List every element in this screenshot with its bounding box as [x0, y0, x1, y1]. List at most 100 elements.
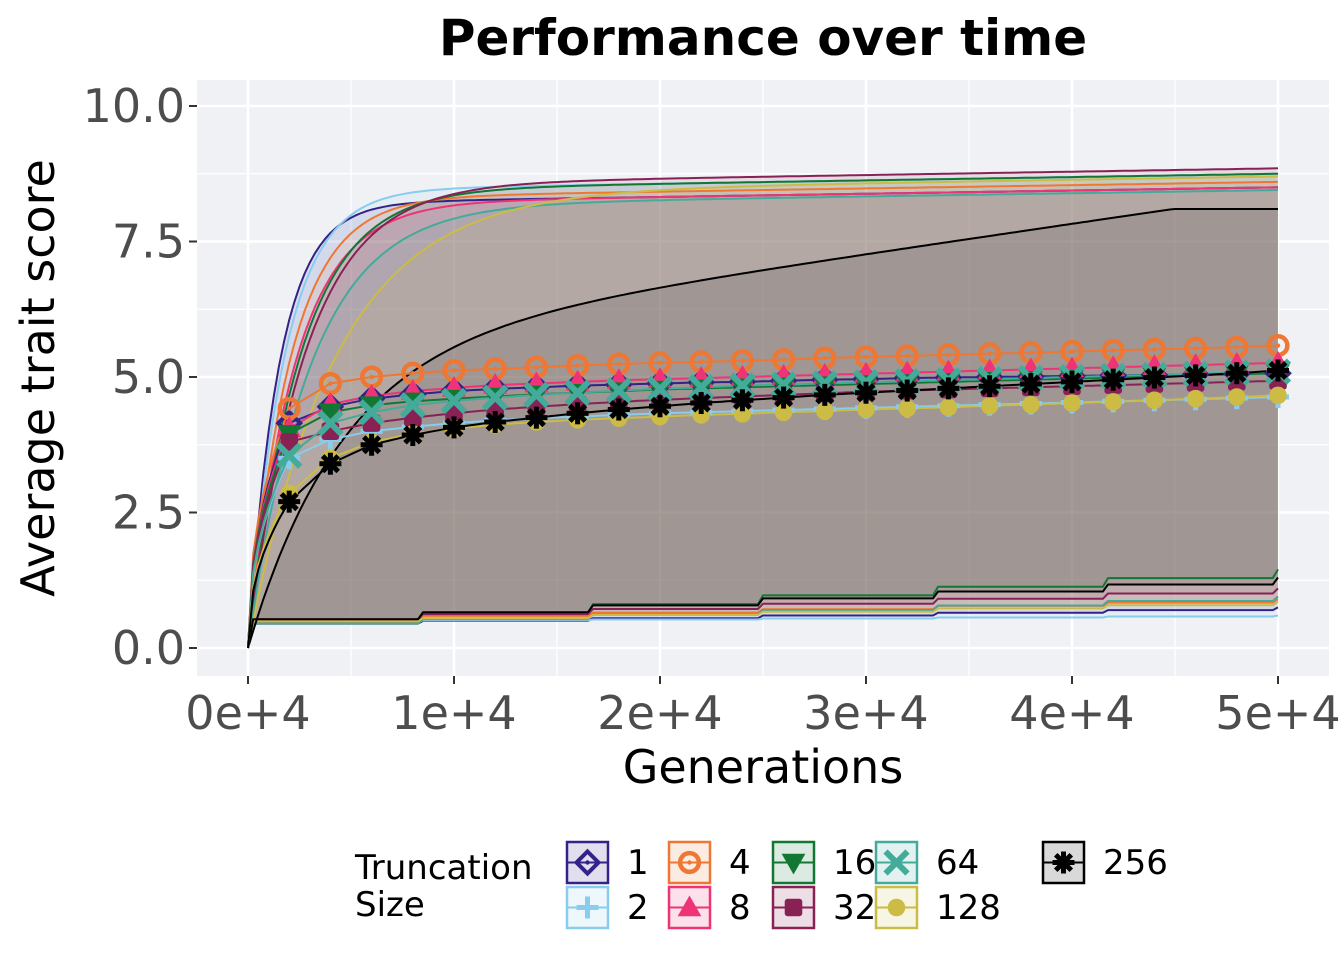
legend-symbol-256	[1052, 851, 1075, 874]
marker-64	[646, 375, 674, 403]
ribbon-1	[248, 187, 1278, 649]
marker-128	[1228, 388, 1246, 406]
marker-256	[1102, 368, 1125, 391]
marker-64	[276, 442, 303, 469]
marker-256	[649, 395, 671, 418]
legend-key-16	[771, 840, 816, 885]
max-line-4	[247, 180, 1279, 649]
marker-256	[360, 433, 383, 456]
marker-128	[939, 398, 958, 417]
marker-256	[896, 379, 919, 402]
marker-128	[1063, 394, 1081, 412]
legend-label-128: 128	[936, 888, 1001, 928]
marker-64	[523, 381, 550, 409]
min-line-128	[247, 601, 1279, 649]
legend-label-8: 8	[729, 888, 751, 928]
marker-256	[690, 392, 713, 415]
marker-128	[898, 399, 916, 418]
max-line-64	[247, 189, 1279, 649]
legend-label-256: 256	[1103, 843, 1168, 883]
ribbon-4	[248, 181, 1278, 648]
ribbon-8	[248, 187, 1278, 649]
legend-key-256	[1041, 840, 1086, 885]
legend-symbol-1	[573, 848, 602, 877]
legend-key-8	[667, 885, 712, 930]
marker-128	[1269, 386, 1287, 405]
legend-keys: 1 2 4 8 16 32 64 128 256	[565, 840, 1168, 930]
x-axis: 0e+4 1e+4 2e+4 3e+4 4e+4 5e+4	[185, 676, 1341, 740]
marker-256	[443, 416, 465, 439]
chart-title: Performance over time	[439, 9, 1087, 67]
y-tick-label: 10.0	[83, 79, 185, 133]
marker-256	[1184, 364, 1207, 387]
legend-label-64: 64	[936, 843, 979, 883]
legend-key-128	[874, 885, 919, 930]
marker-128	[1022, 395, 1040, 414]
legend-key-4	[667, 840, 712, 885]
marker-256	[319, 452, 342, 475]
x-tick-label: 1e+4	[391, 686, 516, 740]
marker-256	[278, 490, 301, 513]
marker-64	[688, 374, 715, 401]
legend-symbol-4	[677, 850, 702, 875]
marker-256	[855, 381, 877, 404]
marker-128	[857, 400, 875, 419]
legend-label-1: 1	[627, 843, 649, 883]
legend-label-32: 32	[833, 888, 876, 928]
series-extreme-lines	[247, 167, 1279, 649]
marker-256	[401, 423, 424, 446]
series-ribbons	[248, 168, 1278, 649]
max-line-128	[247, 175, 1278, 649]
marker-32	[280, 433, 298, 451]
legend-symbol-16	[781, 853, 806, 875]
marker-128	[733, 405, 752, 423]
marker-256	[1267, 359, 1289, 382]
y-axis-title: Average trait score	[11, 159, 65, 597]
marker-256	[978, 375, 1001, 398]
legend-label-16: 16	[833, 843, 876, 883]
y-axis: 0.0 2.5 5.0 7.5 10.0	[83, 79, 197, 675]
marker-128	[1104, 393, 1122, 411]
legend-title-line-1: Truncation	[354, 848, 533, 888]
ribbon-32	[248, 168, 1278, 649]
marker-128	[774, 403, 793, 422]
marker-256	[525, 406, 548, 429]
marker-128	[1145, 391, 1164, 410]
marker-64	[440, 387, 468, 414]
marker-256	[1143, 366, 1166, 389]
legend-symbol-128	[887, 898, 906, 917]
legend-label-2: 2	[627, 888, 649, 928]
x-tick-label: 2e+4	[597, 686, 722, 740]
legend-symbol-2	[576, 896, 599, 919]
mean-line-4	[247, 344, 1279, 649]
y-tick-label: 5.0	[112, 350, 185, 404]
min-line-256	[247, 576, 1279, 649]
marker-256	[1225, 362, 1248, 385]
x-tick-label: 5e+4	[1215, 686, 1340, 740]
y-tick-label: 7.5	[112, 215, 185, 269]
marker-256	[566, 402, 589, 425]
marker-256	[607, 398, 630, 421]
legend-symbol-8	[677, 895, 702, 917]
marker-256	[937, 377, 960, 400]
marker-256	[484, 410, 507, 433]
min-line-64	[247, 595, 1279, 649]
legend-title-line-2: Size	[355, 885, 425, 925]
marker-256	[772, 386, 795, 409]
y-tick-label: 0.0	[112, 621, 185, 675]
x-tick-label: 0e+4	[185, 686, 310, 740]
legend-key-2	[565, 885, 610, 930]
ribbon-64	[248, 190, 1278, 648]
marker-256	[1019, 373, 1042, 396]
marker-256	[731, 389, 754, 412]
x-tick-label: 4e+4	[1009, 686, 1134, 740]
marker-128	[980, 396, 999, 415]
legend-symbol-64	[883, 849, 910, 876]
series-markers	[275, 333, 1292, 513]
legend-label-4: 4	[729, 843, 751, 883]
marker-256	[813, 383, 836, 406]
marker-128	[1186, 389, 1205, 408]
y-tick-label: 2.5	[112, 486, 185, 540]
marker-256	[1061, 370, 1083, 393]
